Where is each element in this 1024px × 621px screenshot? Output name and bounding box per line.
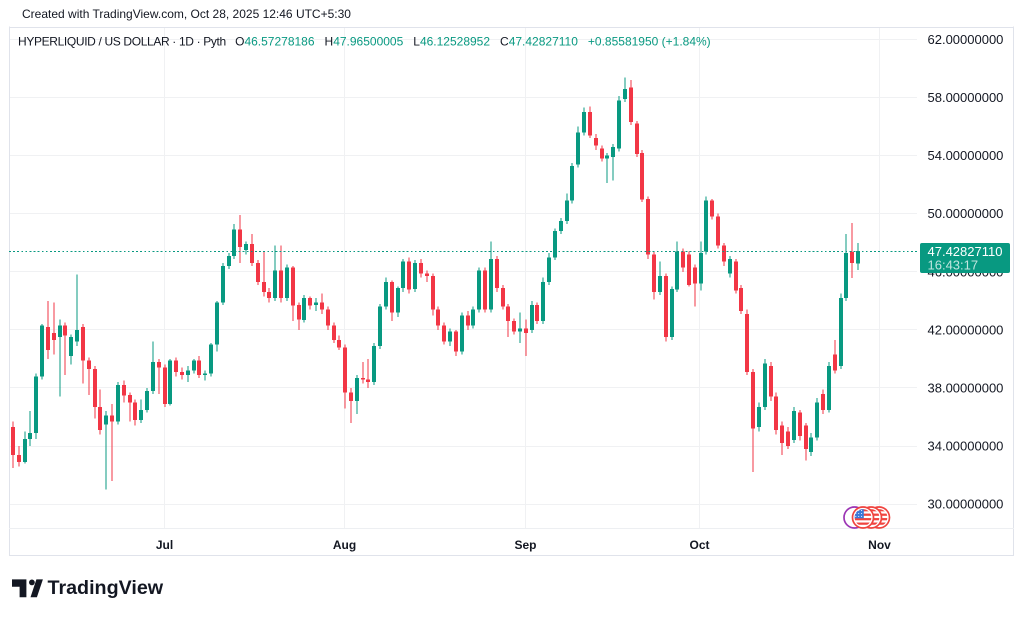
svg-text:TradingView: TradingView [48,577,164,599]
svg-text:58.00000000: 58.00000000 [928,90,1004,105]
svg-text:50.00000000: 50.00000000 [928,206,1004,221]
svg-text:62.00000000: 62.00000000 [928,32,1004,47]
svg-text:54.00000000: 54.00000000 [928,148,1004,163]
svg-text:16:43:17: 16:43:17 [928,257,979,272]
svg-text:30.00000000: 30.00000000 [928,497,1004,512]
svg-text:Created with TradingView.com,: Created with TradingView.com, Oct 28, 20… [22,7,351,21]
svg-text:Nov: Nov [868,538,891,552]
svg-text:Oct: Oct [689,538,709,552]
svg-text:HYPERLIQUID / US DOLLAR · 1D ·: HYPERLIQUID / US DOLLAR · 1D · Pyth [18,35,226,49]
svg-text:42.00000000: 42.00000000 [928,322,1004,337]
svg-text:Aug: Aug [333,538,356,552]
svg-text:34.00000000: 34.00000000 [928,439,1004,454]
svg-text:Sep: Sep [514,538,536,552]
svg-text:38.00000000: 38.00000000 [928,381,1004,396]
svg-text:O46.57278186 H47.96500005: O46.57278186 H47.96500005 L46.12528952 C… [235,35,711,49]
svg-text:47.42827110: 47.42827110 [928,244,1003,259]
svg-text:Jul: Jul [156,538,173,552]
